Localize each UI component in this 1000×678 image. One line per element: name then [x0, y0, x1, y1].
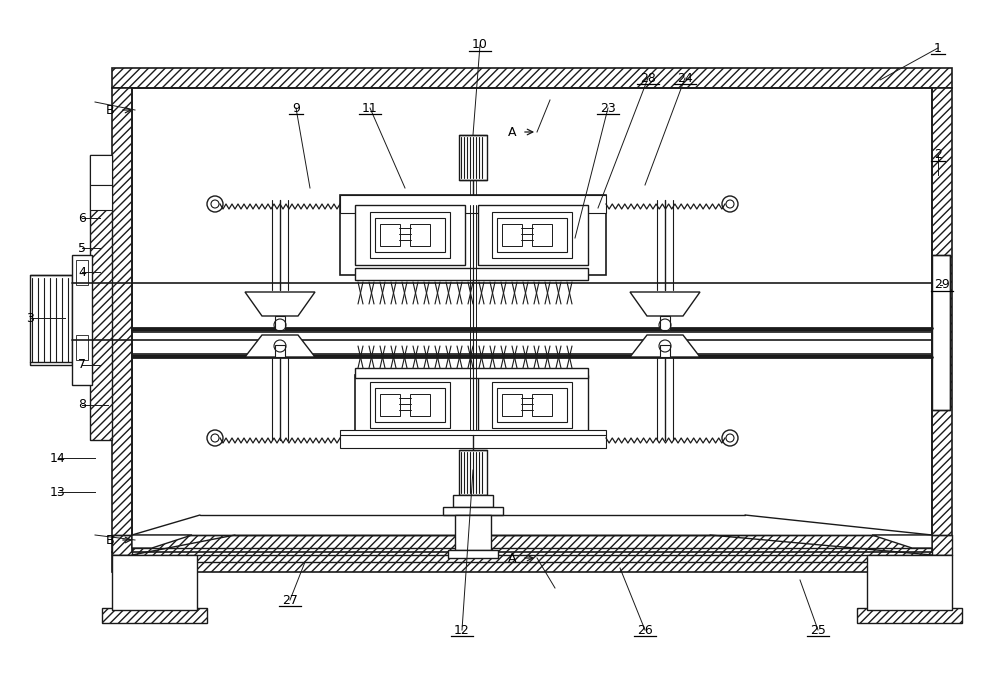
Bar [492, 212, 572, 258]
Polygon shape [872, 535, 932, 548]
Bar [857, 608, 962, 623]
Bar [132, 548, 932, 562]
Bar [492, 382, 572, 428]
Bar [112, 88, 132, 552]
Bar [502, 394, 522, 416]
Text: B: B [106, 104, 114, 117]
Text: 9: 9 [292, 102, 300, 115]
Text: 7: 7 [78, 359, 86, 372]
Bar [90, 155, 112, 185]
Text: 27: 27 [282, 593, 298, 607]
Bar [76, 260, 88, 285]
Polygon shape [245, 292, 315, 316]
Bar [340, 195, 606, 275]
Bar [660, 345, 670, 357]
Bar [90, 155, 112, 440]
Bar [478, 205, 588, 265]
Text: 14: 14 [50, 452, 66, 464]
Text: A: A [508, 125, 516, 138]
Polygon shape [245, 335, 315, 357]
Text: A: A [508, 551, 516, 565]
Bar [532, 224, 552, 246]
Text: 23: 23 [600, 102, 616, 115]
Text: 13: 13 [50, 485, 66, 498]
Bar [102, 608, 207, 623]
Polygon shape [132, 535, 192, 548]
Bar [355, 268, 588, 280]
Text: 24: 24 [677, 71, 693, 85]
Bar [375, 388, 445, 422]
Bar [867, 555, 952, 610]
Bar [459, 450, 487, 495]
Bar [443, 507, 503, 515]
Bar [355, 205, 465, 265]
Bar [340, 195, 606, 213]
Bar [932, 88, 952, 552]
Text: 25: 25 [810, 624, 826, 637]
Bar [90, 185, 112, 210]
Text: 5: 5 [78, 241, 86, 254]
Text: 4: 4 [78, 266, 86, 279]
Text: 28: 28 [640, 71, 656, 85]
Bar [455, 515, 491, 550]
Bar [112, 555, 197, 610]
Bar [275, 345, 285, 357]
Bar [410, 224, 430, 246]
Bar [532, 394, 552, 416]
Text: 12: 12 [454, 624, 470, 637]
Text: 8: 8 [78, 399, 86, 412]
Polygon shape [630, 335, 700, 357]
Text: 1: 1 [934, 41, 942, 54]
Bar [453, 495, 493, 507]
Bar [459, 135, 487, 180]
Polygon shape [630, 292, 700, 316]
Bar [448, 550, 498, 558]
Bar [355, 368, 588, 378]
Bar [30, 275, 72, 365]
Bar [497, 388, 567, 422]
Bar [380, 224, 400, 246]
Bar [370, 212, 450, 258]
Bar [72, 255, 92, 385]
Bar [502, 224, 522, 246]
Text: 29: 29 [934, 279, 950, 292]
Text: B: B [106, 534, 114, 546]
Bar [497, 218, 567, 252]
Bar [380, 394, 400, 416]
Bar [112, 68, 952, 88]
Text: 6: 6 [78, 212, 86, 224]
Text: 3: 3 [26, 311, 34, 325]
Bar [375, 218, 445, 252]
Bar [478, 375, 588, 435]
Bar [660, 316, 670, 330]
Bar [370, 382, 450, 428]
Text: 10: 10 [472, 39, 488, 52]
Text: 2: 2 [934, 148, 942, 161]
Bar [112, 535, 952, 555]
Bar [275, 316, 285, 330]
Text: 11: 11 [362, 102, 378, 115]
Bar [932, 255, 950, 410]
Text: 26: 26 [637, 624, 653, 637]
Bar [355, 375, 588, 435]
Bar [112, 552, 952, 572]
Bar [76, 335, 88, 360]
Bar [410, 394, 430, 416]
Bar [340, 430, 606, 448]
